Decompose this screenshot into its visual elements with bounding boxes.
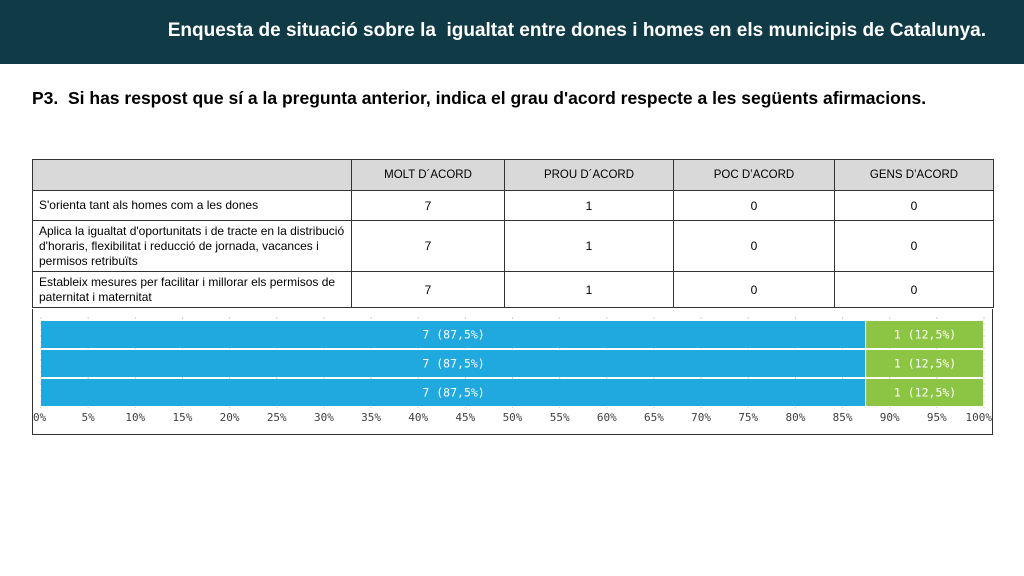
x-tick-label: 55% (550, 411, 570, 424)
x-tick-label: 100% (966, 411, 993, 424)
bar-segment-prou-acord (866, 321, 983, 348)
value-cell: 1 (504, 220, 674, 272)
x-tick-label: 25% (267, 411, 287, 424)
column-header: POC D’ACORD (673, 159, 835, 191)
value-cell: 0 (834, 190, 994, 221)
column-header: MOLT D´ACORD (351, 159, 505, 191)
table-row: S'orienta tant als homes com a les dones… (32, 190, 994, 221)
statement-cell: Estableix mesures per facilitar i millor… (32, 271, 352, 308)
value-cell: 1 (504, 271, 674, 308)
x-tick-label: 60% (597, 411, 617, 424)
x-tick-label: 5% (82, 411, 96, 424)
value-cell: 0 (834, 271, 994, 308)
x-tick-label: 95% (927, 411, 947, 424)
data-label: 1 (12,5%) (894, 386, 956, 400)
value-cell: 0 (834, 220, 994, 272)
data-label: 1 (12,5%) (894, 328, 956, 342)
x-tick-label: 10% (125, 411, 145, 424)
question-text: P3. Si has respost que sí a la pregunta … (32, 88, 927, 108)
data-label: 7 (87,5%) (422, 386, 484, 400)
table-row: Estableix mesures per facilitar i millor… (32, 271, 994, 308)
x-tick-label: 40% (408, 411, 428, 424)
column-header: GENS D’ACORD (834, 159, 994, 191)
data-label: 7 (87,5%) (422, 328, 484, 342)
page-title: Enquesta de situació sobre la igualtat e… (167, 20, 986, 41)
x-tick-label: 90% (880, 411, 900, 424)
value-cell: 7 (351, 220, 505, 272)
x-tick-label: 0% (33, 411, 47, 424)
x-tick-label: 50% (503, 411, 523, 424)
x-tick-label: 15% (173, 411, 193, 424)
x-tick-label: 75% (738, 411, 758, 424)
bar-segment-prou-acord (866, 379, 983, 406)
x-tick-label: 35% (361, 411, 381, 424)
x-tick-label: 20% (220, 411, 240, 424)
x-tick-label: 70% (691, 411, 711, 424)
header-bar: Enquesta de situació sobre la igualtat e… (0, 0, 1024, 64)
x-tick-label: 85% (833, 411, 853, 424)
bar-segment-molt-acord (41, 379, 866, 406)
table-header-row: MOLT D´ACORD PROU D´ACORD POC D’ACORD GE… (32, 159, 994, 191)
table-row: Aplica la igualtat d'oportunitats i de t… (32, 220, 994, 272)
x-tick-label: 80% (785, 411, 805, 424)
responses-table: MOLT D´ACORD PROU D´ACORD POC D’ACORD GE… (32, 159, 994, 308)
value-cell: 0 (673, 220, 835, 272)
value-cell: 7 (351, 271, 505, 308)
column-header: PROU D´ACORD (504, 159, 674, 191)
stacked-bar-chart: 7 (87,5%) 1 (12,5%) 7 (87,5%) 1 (12,5%) 7 (8… (33, 317, 993, 424)
data-label: 7 (87,5%) (422, 357, 484, 371)
value-cell: 1 (504, 190, 674, 221)
data-label: 1 (12,5%) (894, 357, 956, 371)
table-corner-cell (32, 159, 352, 191)
bar-segment-molt-acord (41, 321, 866, 348)
bar-segment-molt-acord (41, 350, 866, 377)
statement-cell: Aplica la igualtat d'oportunitats i de t… (32, 220, 352, 272)
x-tick-label: 45% (455, 411, 475, 424)
bar-segment-prou-acord (866, 350, 983, 377)
chart-container: 7 (87,5%) 1 (12,5%) 7 (87,5%) 1 (12,5%) 7 (8… (32, 309, 993, 435)
statement-cell: S'orienta tant als homes com a les dones (32, 190, 352, 221)
x-tick-label: 30% (314, 411, 334, 424)
value-cell: 0 (673, 190, 835, 221)
value-cell: 7 (351, 190, 505, 221)
value-cell: 0 (673, 271, 835, 308)
x-tick-label: 65% (644, 411, 664, 424)
